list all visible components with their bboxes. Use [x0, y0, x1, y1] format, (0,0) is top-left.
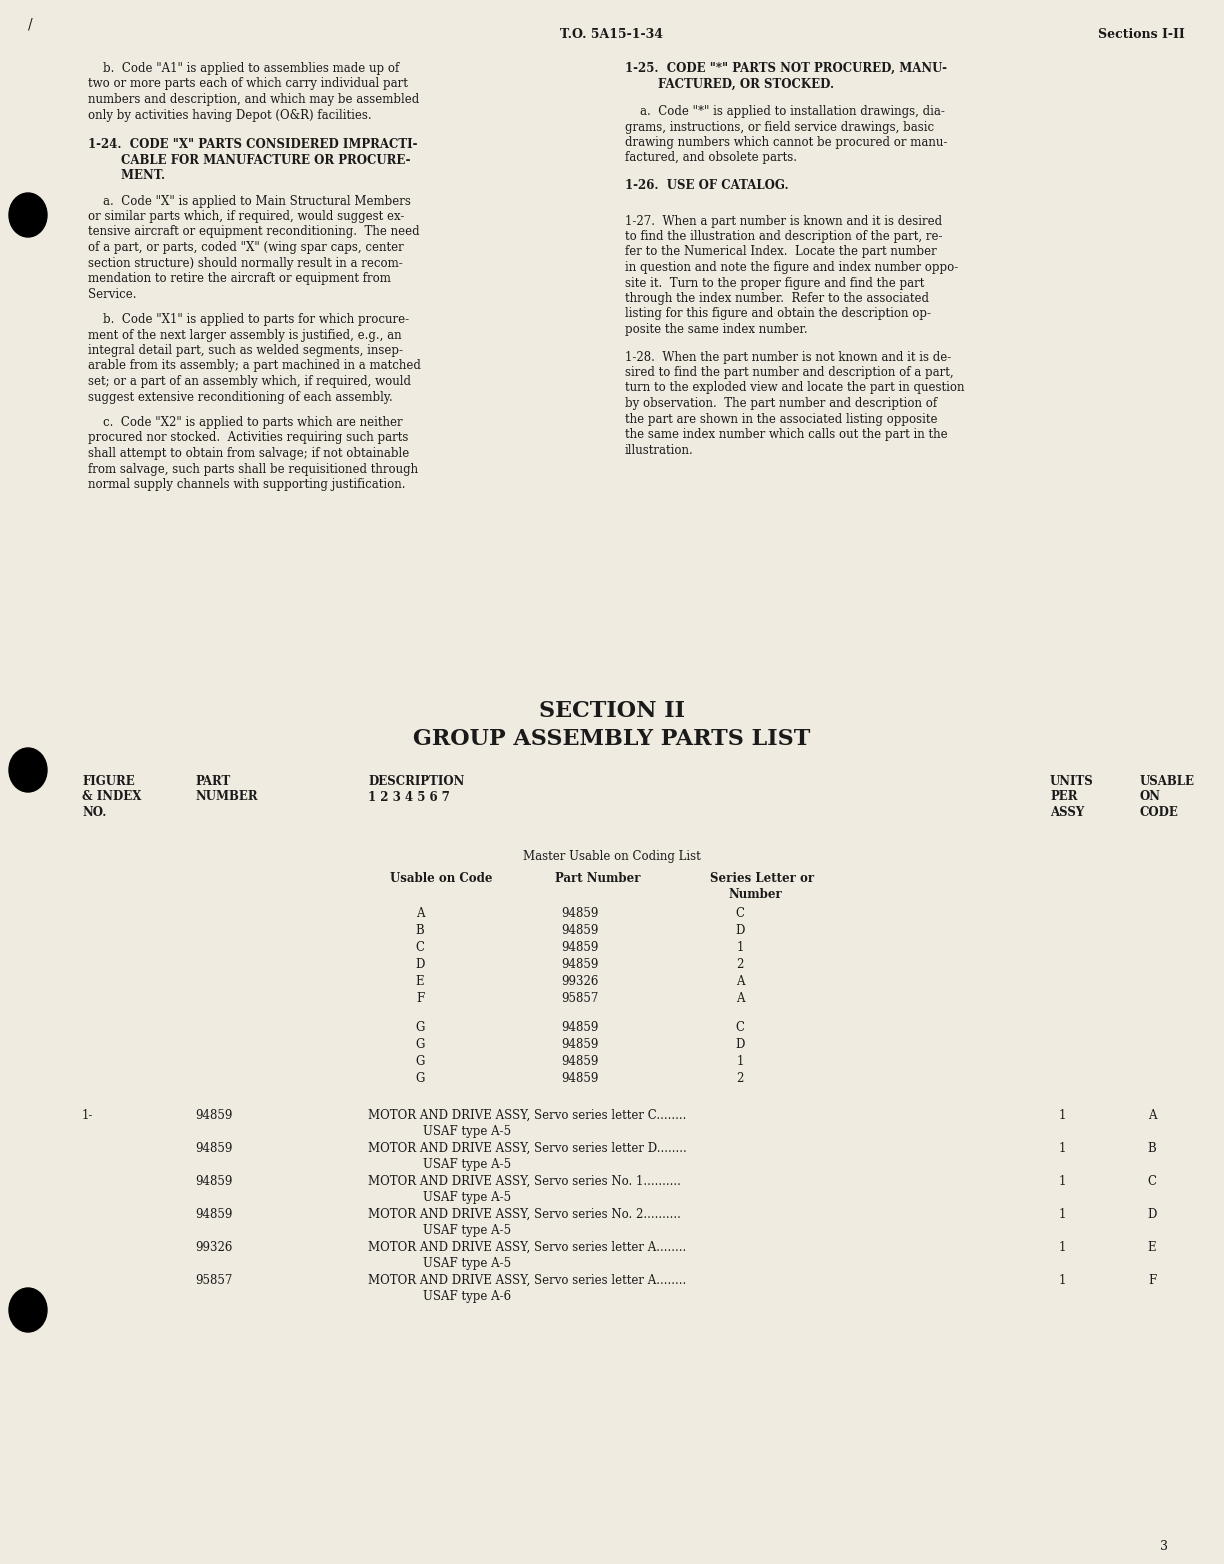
Text: 94859: 94859	[562, 1038, 599, 1051]
Text: Usable on Code: Usable on Code	[390, 873, 492, 885]
Text: 94859: 94859	[195, 1142, 233, 1154]
Text: D: D	[736, 1038, 744, 1051]
Text: c.  Code "X2" is applied to parts which are neither
procured nor stocked.  Activ: c. Code "X2" is applied to parts which a…	[88, 416, 419, 491]
Text: 94859: 94859	[562, 1021, 599, 1034]
Text: Sections I-II: Sections I-II	[1098, 28, 1185, 41]
Text: 1: 1	[737, 1056, 744, 1068]
Text: MOTOR AND DRIVE ASSY, Servo series letter A........: MOTOR AND DRIVE ASSY, Servo series lette…	[368, 1240, 687, 1254]
Text: MOTOR AND DRIVE ASSY, Servo series No. 2..........: MOTOR AND DRIVE ASSY, Servo series No. 2…	[368, 1207, 681, 1221]
Text: 94859: 94859	[195, 1207, 233, 1221]
Text: D: D	[1147, 1207, 1157, 1221]
Text: MOTOR AND DRIVE ASSY, Servo series No. 1..........: MOTOR AND DRIVE ASSY, Servo series No. 1…	[368, 1175, 681, 1189]
Text: MOTOR AND DRIVE ASSY, Servo series letter A........: MOTOR AND DRIVE ASSY, Servo series lette…	[368, 1275, 687, 1287]
Text: D: D	[736, 924, 744, 937]
Text: b.  Code "X1" is applied to parts for which procure-
ment of the next larger ass: b. Code "X1" is applied to parts for whi…	[88, 313, 421, 404]
Text: F: F	[416, 992, 425, 1006]
Text: E: E	[1148, 1240, 1157, 1254]
Text: a.  Code "*" is applied to installation drawings, dia-
grams, instructions, or f: a. Code "*" is applied to installation d…	[625, 105, 947, 164]
Text: 94859: 94859	[562, 924, 599, 937]
Text: 1: 1	[1059, 1275, 1066, 1287]
Text: 94859: 94859	[195, 1109, 233, 1121]
Text: G: G	[415, 1056, 425, 1068]
Text: MOTOR AND DRIVE ASSY, Servo series letter D........: MOTOR AND DRIVE ASSY, Servo series lette…	[368, 1142, 687, 1154]
Text: 1: 1	[1059, 1175, 1066, 1189]
Text: MOTOR AND DRIVE ASSY, Servo series letter C........: MOTOR AND DRIVE ASSY, Servo series lette…	[368, 1109, 687, 1121]
Text: 99326: 99326	[195, 1240, 233, 1254]
Text: 95857: 95857	[195, 1275, 233, 1287]
Text: A: A	[416, 907, 425, 920]
Text: FIGURE
& INDEX
NO.: FIGURE & INDEX NO.	[82, 776, 142, 820]
Text: GROUP ASSEMBLY PARTS LIST: GROUP ASSEMBLY PARTS LIST	[414, 727, 810, 751]
Text: 94859: 94859	[562, 907, 599, 920]
Text: a.  Code "X" is applied to Main Structural Members
or similar parts which, if re: a. Code "X" is applied to Main Structura…	[88, 194, 420, 300]
Text: B: B	[416, 924, 425, 937]
Text: D: D	[415, 959, 425, 971]
Text: DESCRIPTION: DESCRIPTION	[368, 776, 464, 788]
Text: USABLE
ON
CODE: USABLE ON CODE	[1140, 776, 1195, 820]
Text: 94859: 94859	[195, 1175, 233, 1189]
Text: USAF type A-5: USAF type A-5	[424, 1257, 512, 1270]
Text: 99326: 99326	[562, 974, 599, 988]
Text: F: F	[1148, 1275, 1157, 1287]
Text: 2: 2	[737, 1071, 744, 1085]
Text: 1: 1	[1059, 1207, 1066, 1221]
Text: 1: 1	[737, 942, 744, 954]
Text: E: E	[416, 974, 425, 988]
Text: C: C	[1148, 1175, 1157, 1189]
Text: b.  Code "A1" is applied to assemblies made up of
two or more parts each of whic: b. Code "A1" is applied to assemblies ma…	[88, 63, 420, 122]
Text: 1: 1	[1059, 1240, 1066, 1254]
Text: 94859: 94859	[562, 1056, 599, 1068]
Text: 1-24.  CODE "X" PARTS CONSIDERED IMPRACTI-
        CABLE FOR MANUFACTURE OR PROC: 1-24. CODE "X" PARTS CONSIDERED IMPRACTI…	[88, 138, 417, 181]
Text: Part Number: Part Number	[554, 873, 640, 885]
Text: Series Letter or: Series Letter or	[710, 873, 814, 885]
Text: C: C	[736, 907, 744, 920]
Text: 2: 2	[737, 959, 744, 971]
Text: /: /	[28, 19, 33, 31]
Text: USAF type A-5: USAF type A-5	[424, 1225, 512, 1237]
Text: SECTION II: SECTION II	[539, 701, 685, 723]
Text: Number: Number	[728, 888, 782, 901]
Text: USAF type A-5: USAF type A-5	[424, 1157, 512, 1171]
Text: A: A	[736, 974, 744, 988]
Text: USAF type A-5: USAF type A-5	[424, 1125, 512, 1139]
Text: 1: 1	[1059, 1109, 1066, 1121]
Text: 1-26.  USE OF CATALOG.: 1-26. USE OF CATALOG.	[625, 178, 788, 192]
Text: B: B	[1148, 1142, 1157, 1154]
Text: C: C	[736, 1021, 744, 1034]
Text: A: A	[736, 992, 744, 1006]
Text: 1-28.  When the part number is not known and it is de-
sired to find the part nu: 1-28. When the part number is not known …	[625, 350, 965, 457]
Text: Master Usable on Coding List: Master Usable on Coding List	[523, 849, 701, 863]
Text: C: C	[415, 942, 425, 954]
Text: 1-: 1-	[82, 1109, 93, 1121]
Text: USAF type A-6: USAF type A-6	[424, 1290, 512, 1303]
Text: USAF type A-5: USAF type A-5	[424, 1192, 512, 1204]
Text: G: G	[415, 1038, 425, 1051]
Text: PART
NUMBER: PART NUMBER	[195, 776, 257, 804]
Text: G: G	[415, 1071, 425, 1085]
Text: 1 2 3 4 5 6 7: 1 2 3 4 5 6 7	[368, 791, 450, 804]
Ellipse shape	[9, 192, 47, 238]
Text: G: G	[415, 1021, 425, 1034]
Text: 95857: 95857	[562, 992, 599, 1006]
Text: T.O. 5A15-1-34: T.O. 5A15-1-34	[561, 28, 663, 41]
Text: 1-27.  When a part number is known and it is desired
to find the illustration an: 1-27. When a part number is known and it…	[625, 214, 958, 336]
Ellipse shape	[9, 1289, 47, 1333]
Text: 1-25.  CODE "*" PARTS NOT PROCURED, MANU-
        FACTURED, OR STOCKED.: 1-25. CODE "*" PARTS NOT PROCURED, MANU-…	[625, 63, 947, 91]
Text: 1: 1	[1059, 1142, 1066, 1154]
Text: 94859: 94859	[562, 942, 599, 954]
Text: UNITS
PER
ASSY: UNITS PER ASSY	[1050, 776, 1094, 820]
Ellipse shape	[9, 748, 47, 791]
Text: 94859: 94859	[562, 1071, 599, 1085]
Text: 3: 3	[1160, 1541, 1168, 1553]
Text: A: A	[1148, 1109, 1157, 1121]
Text: 94859: 94859	[562, 959, 599, 971]
